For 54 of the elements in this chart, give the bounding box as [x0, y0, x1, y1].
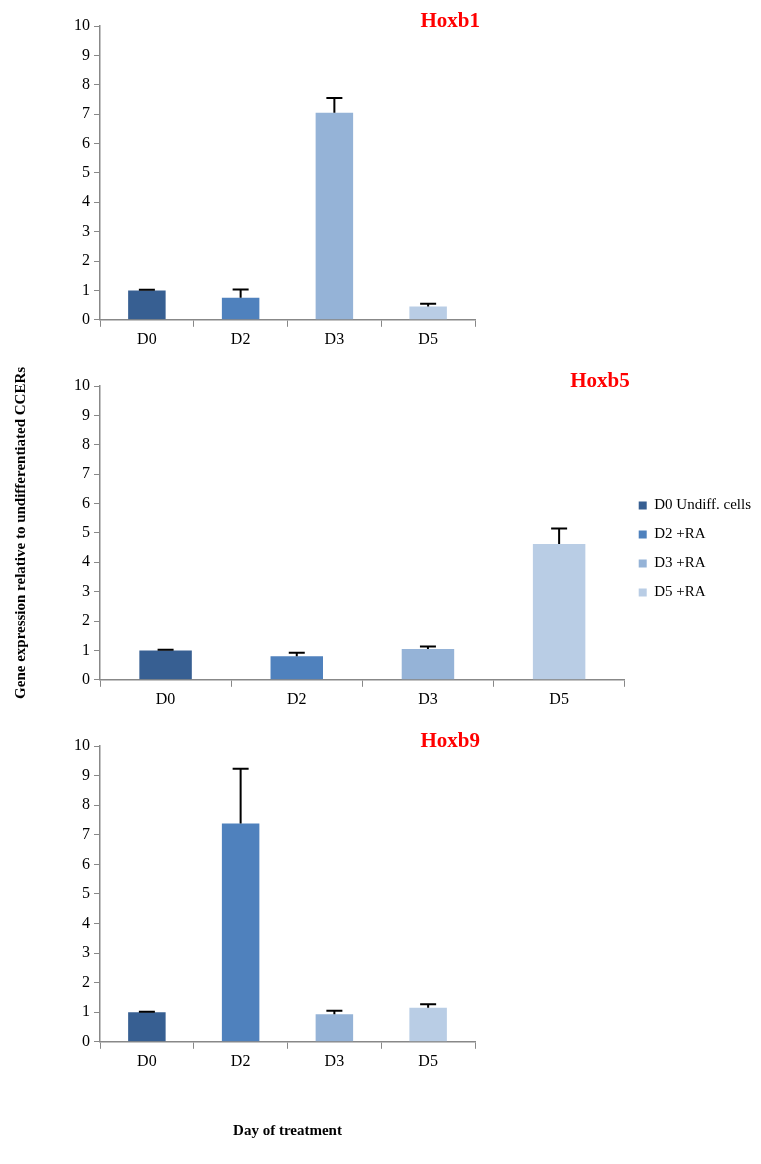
y-tick-label: 3: [82, 221, 90, 239]
y-tick-label: 5: [82, 884, 90, 902]
x-tick-label: D2: [230, 1051, 251, 1069]
y-tick-label: 3: [82, 943, 90, 961]
y-tick-label: 3: [82, 581, 90, 599]
legend-label: D3 +RA: [654, 554, 706, 571]
legend-label: D2 +RA: [654, 525, 706, 542]
y-tick-label: 4: [82, 192, 90, 210]
y-tick-label: 0: [82, 670, 90, 687]
x-tick-label: D5: [549, 689, 569, 707]
y-tick-label: 1: [82, 1002, 90, 1020]
y-tick-label: 4: [82, 913, 90, 931]
x-tick-label: D0: [137, 329, 157, 347]
y-tick-label: 8: [82, 434, 90, 452]
y-tick-label: 1: [82, 640, 90, 658]
y-tick-label: 9: [82, 765, 90, 783]
x-tick-label: D0: [137, 1051, 157, 1069]
y-tick-label: 2: [82, 972, 90, 990]
chart-title: Hoxb5: [570, 367, 630, 392]
y-tick-label: 7: [82, 824, 90, 842]
y-tick-label: 7: [82, 104, 90, 122]
y-tick-label: 6: [82, 133, 90, 151]
x-tick-label: D5: [418, 1051, 438, 1069]
y-axis-title: Gene expression relative to undifferentiated CCERs: [11, 366, 28, 699]
y-tick-label: 6: [82, 854, 90, 872]
y-tick-label: 9: [82, 45, 90, 63]
x-tick-label: D5: [418, 329, 438, 347]
y-tick-label: 2: [82, 251, 90, 269]
x-tick-label: D3: [418, 689, 438, 707]
legend-label: D5 +RA: [654, 583, 706, 600]
x-tick-label: D3: [324, 1051, 345, 1069]
y-tick-label: 0: [82, 1032, 90, 1049]
y-tick-label: 5: [82, 163, 90, 181]
y-tick-label: 9: [82, 405, 90, 423]
y-tick-label: 8: [82, 74, 90, 92]
x-tick-label: D0: [155, 689, 176, 707]
y-tick-label: 8: [82, 795, 90, 813]
y-tick-label: 6: [82, 493, 90, 511]
legend-label: D0 Undiff. cells: [654, 496, 752, 513]
y-tick-label: 10: [74, 736, 90, 754]
y-tick-label: 7: [82, 464, 90, 482]
y-tick-label: 10: [74, 16, 90, 34]
y-tick-label: 2: [82, 611, 90, 629]
y-tick-label: 5: [82, 523, 90, 541]
y-tick-label: 0: [82, 310, 90, 327]
y-tick-label: 10: [74, 376, 90, 394]
y-tick-label: 1: [82, 280, 90, 298]
chart-title: Hoxb9: [420, 727, 480, 752]
x-tick-label: D2: [286, 689, 307, 707]
x-tick-label: D2: [230, 329, 251, 347]
x-axis-title: Day of treatment: [233, 1121, 342, 1138]
x-tick-label: D3: [324, 329, 345, 347]
chart-title: Hoxb1: [420, 7, 480, 32]
y-tick-label: 4: [82, 552, 90, 570]
